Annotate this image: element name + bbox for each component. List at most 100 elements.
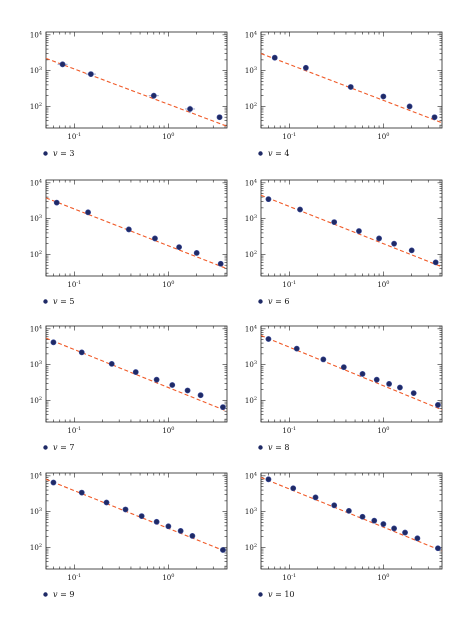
data-point xyxy=(435,402,441,408)
tick-label-base: 10 xyxy=(30,103,39,111)
data-point xyxy=(331,219,338,226)
data-point xyxy=(380,521,387,527)
data-point xyxy=(265,196,272,203)
tick-label-base: 10 xyxy=(245,215,254,223)
data-point xyxy=(320,356,327,363)
tick-label-base: 10 xyxy=(245,397,254,405)
x-tick-label: 100 xyxy=(162,573,174,582)
legend-value: 3 xyxy=(69,149,74,158)
tick-label-exponent: 3 xyxy=(39,360,42,366)
y-tick-label: 102 xyxy=(30,250,42,259)
x-tick-label: 100 xyxy=(377,280,389,289)
data-point xyxy=(165,523,172,530)
legend-marker xyxy=(43,151,48,156)
legend-variable: v xyxy=(268,590,273,599)
x-tick-label: 10-1 xyxy=(67,280,81,289)
tick-label-base: 10 xyxy=(377,133,386,141)
x-tick-label: 10-1 xyxy=(67,573,81,582)
data-point xyxy=(138,513,145,520)
legend-variable: v xyxy=(268,149,273,158)
tick-label-base: 10 xyxy=(67,133,76,141)
y-tick-label: 104 xyxy=(245,471,257,480)
y-tick-label: 104 xyxy=(30,471,42,480)
legend-variable: v xyxy=(53,149,58,158)
data-point xyxy=(152,235,158,242)
data-point xyxy=(187,106,193,112)
data-point xyxy=(103,499,110,506)
tick-label-exponent: 4 xyxy=(254,471,257,477)
tick-label-base: 10 xyxy=(245,103,254,111)
data-point xyxy=(193,250,200,256)
data-point xyxy=(78,349,85,356)
tick-label-base: 10 xyxy=(245,472,254,480)
tick-label-exponent: 3 xyxy=(254,360,257,366)
legend-equals: = xyxy=(273,590,285,599)
data-point xyxy=(122,506,129,513)
data-point xyxy=(410,390,417,397)
data-point xyxy=(391,525,397,532)
legend-value: 9 xyxy=(69,590,74,599)
legend-equals: = xyxy=(58,149,70,158)
tick-label-base: 10 xyxy=(245,179,254,187)
legend-marker xyxy=(43,445,48,450)
legend-marker xyxy=(43,299,48,304)
legend-marker xyxy=(258,151,263,156)
tick-label-exponent: 4 xyxy=(254,30,257,36)
y-tick-label: 103 xyxy=(30,507,42,516)
tick-label-base: 10 xyxy=(245,251,254,259)
plot-frame xyxy=(260,325,443,423)
tick-label-exponent: -1 xyxy=(291,280,296,286)
data-point xyxy=(431,114,438,121)
legend-equals: = xyxy=(58,443,70,452)
tick-label-exponent: 2 xyxy=(39,543,42,549)
data-point xyxy=(125,226,132,233)
tick-label-exponent: 4 xyxy=(39,178,42,184)
tick-label-exponent: 3 xyxy=(254,507,257,513)
legend-value: 5 xyxy=(69,297,74,306)
y-tick-label: 103 xyxy=(30,214,42,223)
x-tick-label: 100 xyxy=(162,132,174,141)
legend-marker xyxy=(258,592,263,597)
tick-label-exponent: 2 xyxy=(39,102,42,108)
data-point xyxy=(216,114,223,121)
legend-label: v = 6 xyxy=(268,297,289,306)
tick-label-exponent: 4 xyxy=(39,30,42,36)
legend-value: 4 xyxy=(284,149,289,158)
data-point xyxy=(391,240,397,247)
tick-label-exponent: 0 xyxy=(171,280,174,286)
data-point xyxy=(386,380,392,387)
tick-label-base: 10 xyxy=(162,133,171,141)
plot-frame xyxy=(45,179,228,277)
tick-label-base: 10 xyxy=(282,133,291,141)
y-tick-label: 103 xyxy=(245,214,257,223)
y-tick-label: 104 xyxy=(245,30,257,39)
tick-label-exponent: 0 xyxy=(386,132,389,138)
tick-label-exponent: 3 xyxy=(254,214,257,220)
tick-label-base: 10 xyxy=(30,544,39,552)
x-tick-label: 100 xyxy=(162,426,174,435)
tick-label-base: 10 xyxy=(67,574,76,582)
tick-label-exponent: 0 xyxy=(386,280,389,286)
legend-marker xyxy=(258,445,263,450)
data-point xyxy=(371,517,378,524)
data-point xyxy=(406,103,413,110)
tick-label-exponent: 4 xyxy=(39,471,42,477)
legend-variable: v xyxy=(268,443,273,452)
data-point xyxy=(59,61,66,68)
tick-label-base: 10 xyxy=(67,427,76,435)
tick-label-base: 10 xyxy=(162,281,171,289)
tick-label-base: 10 xyxy=(162,427,171,435)
tick-label-base: 10 xyxy=(245,67,254,75)
tick-label-exponent: -1 xyxy=(291,426,296,432)
data-point xyxy=(402,529,408,536)
y-tick-label: 102 xyxy=(30,543,42,552)
tick-label-base: 10 xyxy=(245,31,254,39)
legend-value: 8 xyxy=(284,443,289,452)
legend-label: v = 7 xyxy=(53,443,74,452)
data-point xyxy=(414,535,421,542)
